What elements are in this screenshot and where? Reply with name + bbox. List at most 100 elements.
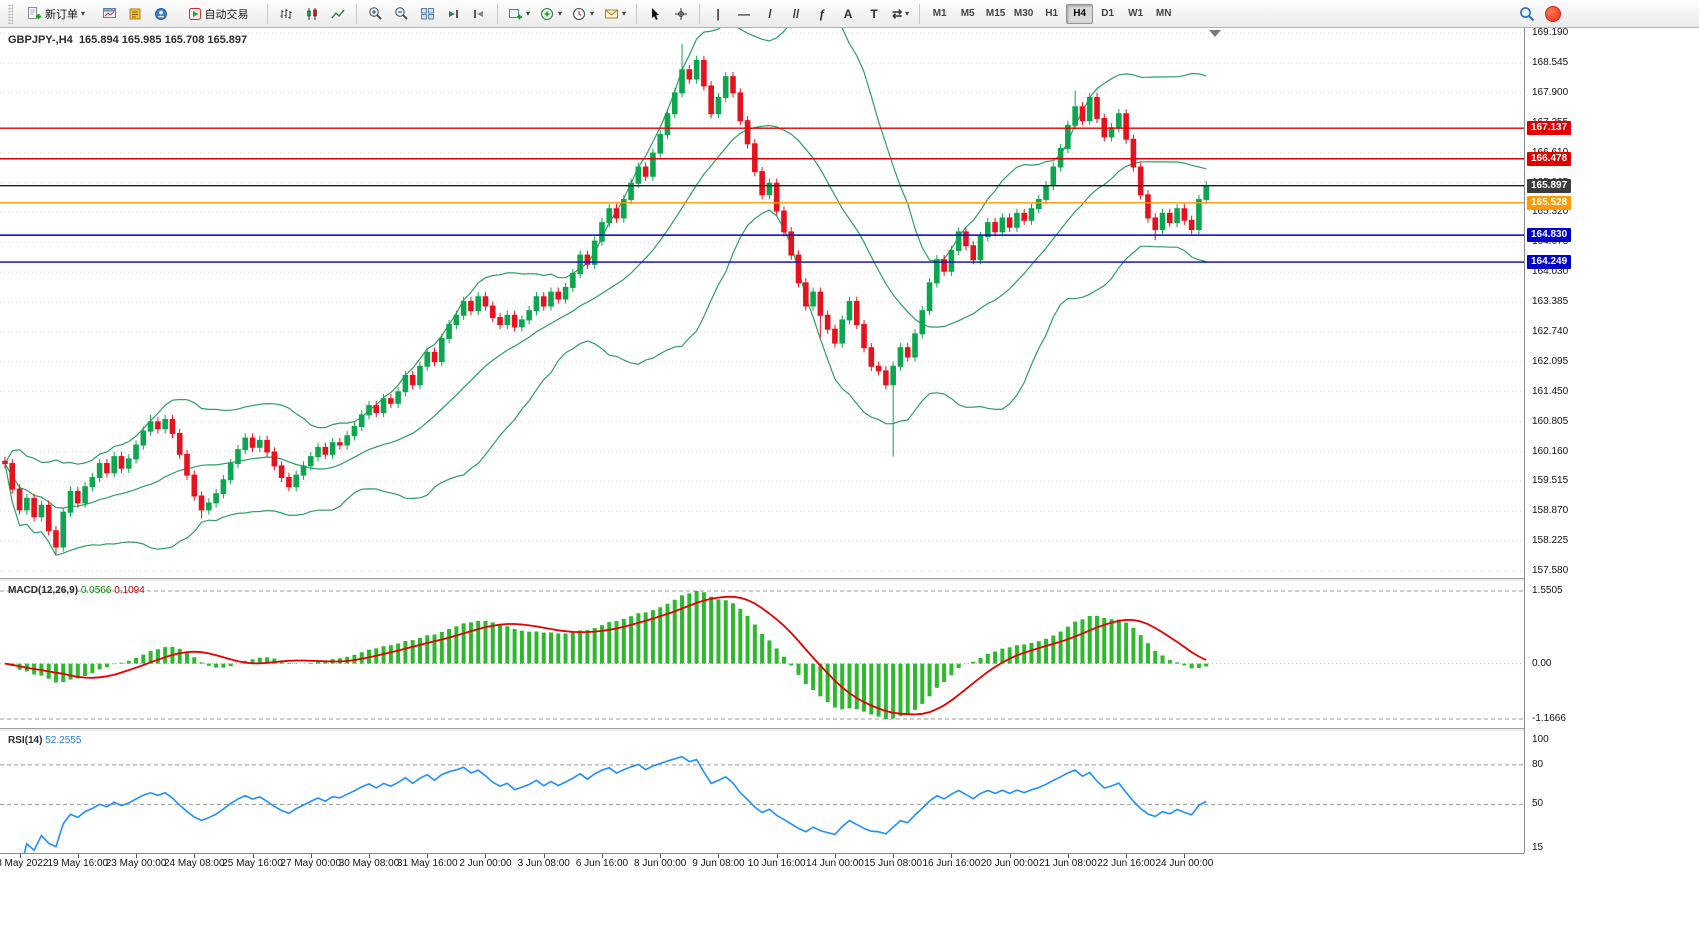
zoom-in-button[interactable] [363, 3, 387, 25]
time-tick [369, 854, 370, 858]
auto-scroll-icon [448, 9, 458, 18]
rsi-panel[interactable] [0, 732, 1524, 853]
panel-divider[interactable] [0, 728, 1699, 732]
time-label: 8 Jun 00:00 [634, 858, 687, 869]
fibonacci-button[interactable]: ƒ [810, 3, 834, 25]
autotrading-label: 自动交易 [204, 8, 249, 21]
fibonacci-icon: ƒ [818, 6, 826, 21]
notification-badge-icon[interactable] [1545, 5, 1561, 22]
vertical-line-button[interactable]: | [706, 3, 730, 25]
price-level-badge: 165.897 [1527, 178, 1572, 193]
horizontal-line-icon: — [738, 6, 751, 21]
search-icon[interactable] [1519, 6, 1535, 22]
chart-shift-marker [1209, 30, 1221, 37]
auto-scroll-button[interactable] [441, 3, 465, 25]
axis-label: 167.900 [1532, 86, 1569, 98]
label-button[interactable]: T [862, 3, 886, 25]
metaeditor-button[interactable] [123, 3, 147, 25]
chart-window-icon [102, 7, 116, 18]
new-chart-icon [509, 8, 522, 19]
time-tick [1067, 854, 1069, 858]
cursor-button[interactable] [643, 3, 667, 25]
candlestick-button[interactable] [300, 3, 324, 25]
time-label: 6 Jun 16:00 [575, 858, 629, 869]
axis-label: 161.450 [1532, 385, 1569, 397]
time-label: 3 Jun 08:00 [517, 858, 570, 869]
timeframe-H4[interactable]: H4 [1066, 3, 1094, 24]
time-tick [893, 854, 895, 858]
periods-button[interactable]: ▾ [568, 3, 598, 25]
price-chart[interactable] [0, 28, 1524, 578]
crosshair-button[interactable] [669, 3, 693, 25]
axis-label: -1.1666 [1532, 713, 1566, 725]
axis-label: 159.515 [1532, 475, 1569, 487]
toolbar-separator [356, 3, 357, 24]
axis-label: 162.095 [1532, 355, 1569, 367]
time-tick [718, 854, 720, 858]
chart-window-button[interactable] [97, 3, 121, 25]
time-label: 18 May 2022 [0, 858, 49, 869]
axis-label: 15 [1532, 842, 1544, 854]
toolbar-grip[interactable] [8, 3, 13, 24]
chart-shift-button[interactable] [467, 3, 491, 25]
community-icon [155, 7, 167, 20]
timeframe-M1[interactable]: M1 [932, 8, 947, 19]
bar-chart-button[interactable] [274, 3, 298, 25]
timeframe-W1[interactable]: W1 [1128, 8, 1144, 19]
time-label: 9 Jun 08:00 [692, 858, 745, 869]
channel-button[interactable]: // [784, 3, 808, 25]
timeframe-group: M1 M5 M15 M30 H1 H4 D1 W1 MN [926, 3, 1177, 24]
chevron-down-icon: ▾ [590, 8, 595, 18]
community-button[interactable] [149, 3, 173, 25]
time-tick [136, 854, 138, 858]
horizontal-line-button[interactable]: — [732, 3, 756, 25]
price-axis-border [1524, 28, 1525, 853]
clock-icon [573, 7, 586, 20]
timeframe-D1[interactable]: D1 [1101, 8, 1115, 19]
time-label: 23 May 00:00 [105, 858, 167, 869]
ohlc-values: 165.894 165.985 165.708 165.897 [78, 34, 248, 46]
timeframe-H1[interactable]: H1 [1045, 8, 1059, 19]
time-label: 31 May 16:00 [396, 858, 458, 869]
time-tick [951, 854, 953, 858]
timeframe-M30[interactable]: M30 [1013, 8, 1034, 19]
toolbar-separator [497, 3, 498, 24]
arrows-button[interactable]: ⇄ ▾ [888, 3, 913, 25]
zoom-out-icon [394, 7, 408, 20]
time-label: 15 Jun 08:00 [864, 858, 923, 869]
metaeditor-icon [129, 8, 141, 19]
trendline-button[interactable]: / [758, 3, 782, 25]
tile-windows-button[interactable] [415, 3, 439, 25]
time-label: 24 May 08:00 [163, 858, 225, 869]
macd-value-main: 0.0566 [80, 585, 112, 596]
toolbar-separator [699, 3, 701, 24]
chevron-down-icon: ▾ [622, 8, 627, 18]
panel-divider[interactable] [0, 578, 1699, 582]
time-tick [834, 854, 836, 858]
macd-panel[interactable] [0, 582, 1524, 728]
indicators-button[interactable]: ▾ [536, 3, 566, 25]
axis-label: 165.320 [1532, 206, 1569, 218]
axis-label: 80 [1532, 758, 1544, 770]
timeframe-M5[interactable]: M5 [960, 8, 975, 19]
autotrading-button[interactable]: 自动交易 [175, 3, 261, 25]
time-tick [543, 854, 545, 858]
price-level-badge: 167.137 [1527, 121, 1572, 136]
symbol-period: GBPJPY-,H4 [8, 34, 73, 46]
price-axis[interactable]: 169.190168.545167.900167.255166.610165.9… [1525, 27, 1699, 854]
zoom-out-button[interactable] [389, 3, 413, 25]
templates-button[interactable]: ▾ [600, 3, 630, 25]
toolbar-separator [267, 3, 268, 24]
timeframe-M15[interactable]: M15 [985, 8, 1006, 19]
new-chart-button[interactable]: ▾ [504, 3, 534, 25]
price-level-badge: 165.528 [1527, 195, 1572, 210]
time-label: 30 May 08:00 [338, 858, 400, 869]
timeframe-MN[interactable]: MN [1155, 8, 1172, 19]
time-label: 20 Jun 00:00 [980, 858, 1039, 869]
line-chart-button[interactable] [326, 3, 350, 25]
price-level-badge: 164.249 [1527, 255, 1572, 270]
text-button[interactable]: A [836, 3, 860, 25]
macd-name: MACD(12,26,9) [8, 585, 79, 596]
new-order-button[interactable]: 新订单 ▾ [17, 3, 95, 25]
